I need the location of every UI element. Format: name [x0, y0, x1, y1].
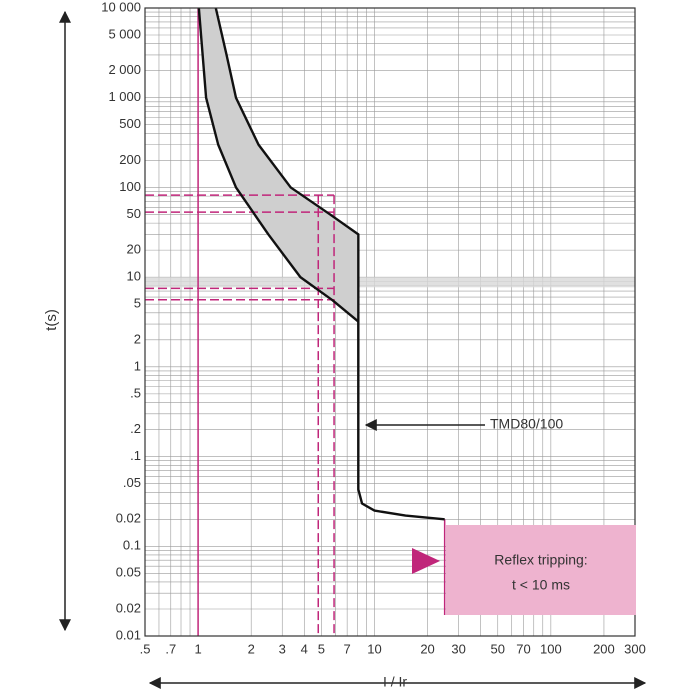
x-tick-label: .7: [165, 641, 176, 656]
plot-frame: [144, 7, 636, 637]
y-tick-label: 0.02: [116, 600, 141, 615]
annotation: TMD80/100: [490, 416, 563, 432]
y-tick-label: 5 000: [108, 26, 141, 41]
x-tick-label: 3: [279, 641, 286, 656]
y-tick-label: 0.05: [116, 565, 141, 580]
x-tick-label: 100: [540, 641, 562, 656]
reflex-box: [446, 525, 636, 615]
y-tick-label: .2: [130, 421, 141, 436]
y-tick-label: 500: [119, 116, 141, 131]
y-tick-label: 0.01: [116, 627, 141, 642]
y-tick-label: 100: [119, 179, 141, 194]
y-tick-label: 50: [127, 206, 141, 221]
annotation: t < 10 ms: [512, 577, 570, 593]
x-axis-label: I / Ir: [383, 674, 407, 690]
y-tick-label: 20: [127, 242, 141, 257]
curve: [197, 7, 360, 323]
y-tick-label: 2: [134, 331, 141, 346]
x-tick-label: 5: [318, 641, 325, 656]
y-tick-label: 200: [119, 152, 141, 167]
x-tick-label: 200: [593, 641, 615, 656]
x-tick-label: .5: [140, 641, 151, 656]
y-tick-label: .05: [123, 475, 141, 490]
y-tick-label: 0.1: [123, 538, 141, 553]
x-tick-label: 10: [367, 641, 381, 656]
y-tick-label: 10: [127, 269, 141, 284]
plot: [145, 7, 446, 636]
x-tick-label: 1: [194, 641, 201, 656]
x-tick-label: 2: [248, 641, 255, 656]
x-tick-label: 70: [516, 641, 530, 656]
curve: [214, 7, 445, 521]
y-axis-label: t(s): [43, 309, 60, 331]
y-tick-label: 2 000: [108, 62, 141, 77]
x-tick-label: 300: [624, 641, 646, 656]
y-band: [145, 277, 635, 288]
x-tick-label: 30: [451, 641, 465, 656]
y-tick-label: 1 000: [108, 89, 141, 104]
x-tick-label: 4: [301, 641, 308, 656]
x-tick-label: 50: [491, 641, 505, 656]
x-tick-label: 7: [344, 641, 351, 656]
y-tick-label: 0.02: [116, 511, 141, 526]
y-tick-label: 1: [134, 358, 141, 373]
y-tick-label: .1: [130, 448, 141, 463]
y-tick-label: 10 000: [101, 0, 141, 14]
reflex-marker: [412, 548, 440, 574]
y-tick-label: 5: [134, 296, 141, 311]
x-tick-label: 20: [420, 641, 434, 656]
annotation: Reflex tripping:: [494, 552, 587, 568]
y-tick-label: .5: [130, 385, 141, 400]
